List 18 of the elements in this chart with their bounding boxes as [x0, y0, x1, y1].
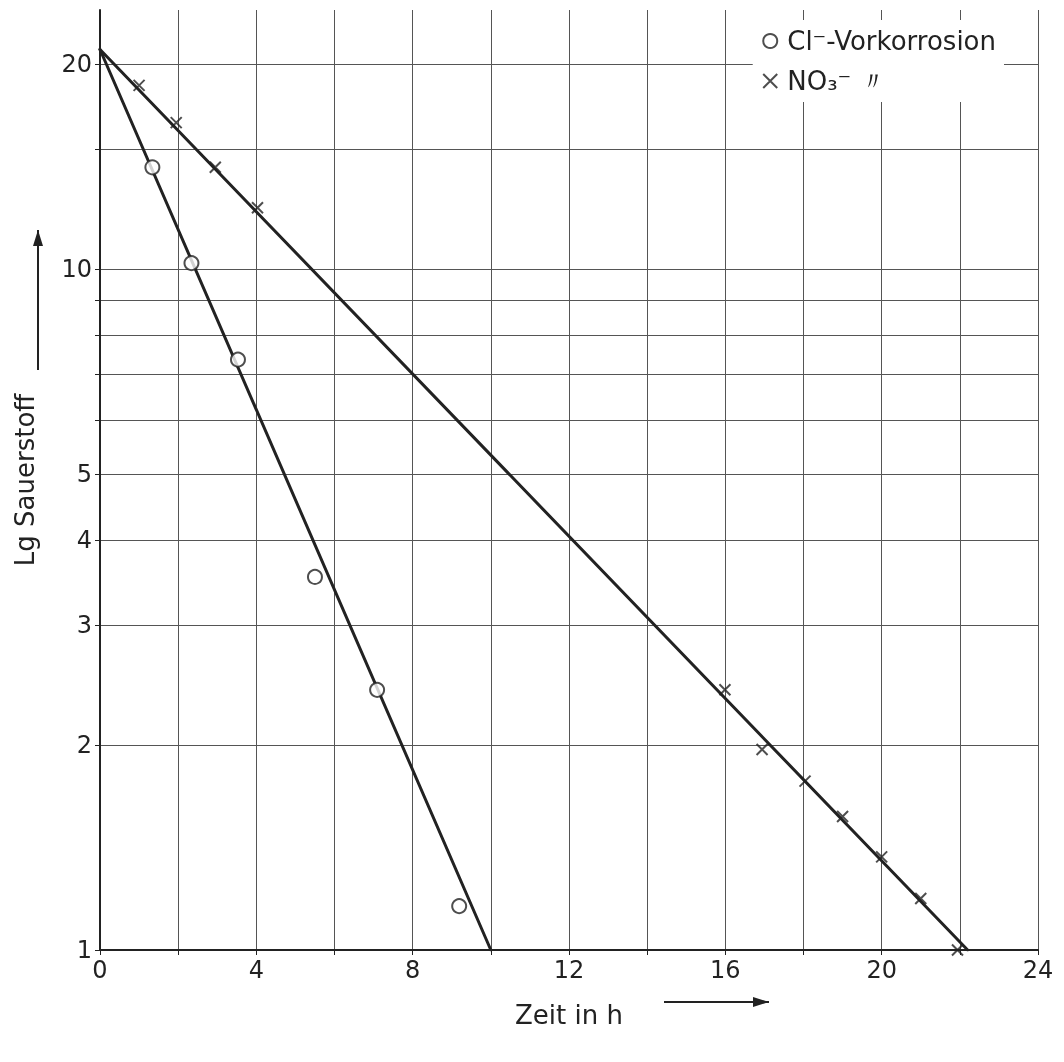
- y-axis-title: Lg Sauerstoff: [10, 392, 40, 567]
- y-tick-label: 3: [76, 611, 92, 640]
- x-axis-title: Zeit in h: [515, 1000, 623, 1030]
- y-tick-label: 4: [76, 525, 92, 554]
- y-tick-label: 10: [61, 254, 92, 283]
- y-tick-label: 20: [61, 49, 92, 78]
- y-tick-label: 5: [76, 459, 92, 488]
- x-tick-label: 16: [710, 956, 741, 984]
- legend-label: Cl⁻-Vorkorrosion: [787, 26, 997, 56]
- legend-label: NO₃⁻ 〃: [787, 66, 886, 96]
- y-tick-label: 1: [76, 936, 92, 964]
- x-tick-label: 24: [1022, 956, 1054, 984]
- x-tick-label: 12: [553, 956, 585, 984]
- x-tick-label: 4: [248, 956, 264, 984]
- x-tick-label: 20: [866, 956, 897, 984]
- x-tick-label: 0: [92, 956, 108, 984]
- y-tick-label: 2: [76, 730, 92, 759]
- x-tick-label: 8: [405, 956, 421, 984]
